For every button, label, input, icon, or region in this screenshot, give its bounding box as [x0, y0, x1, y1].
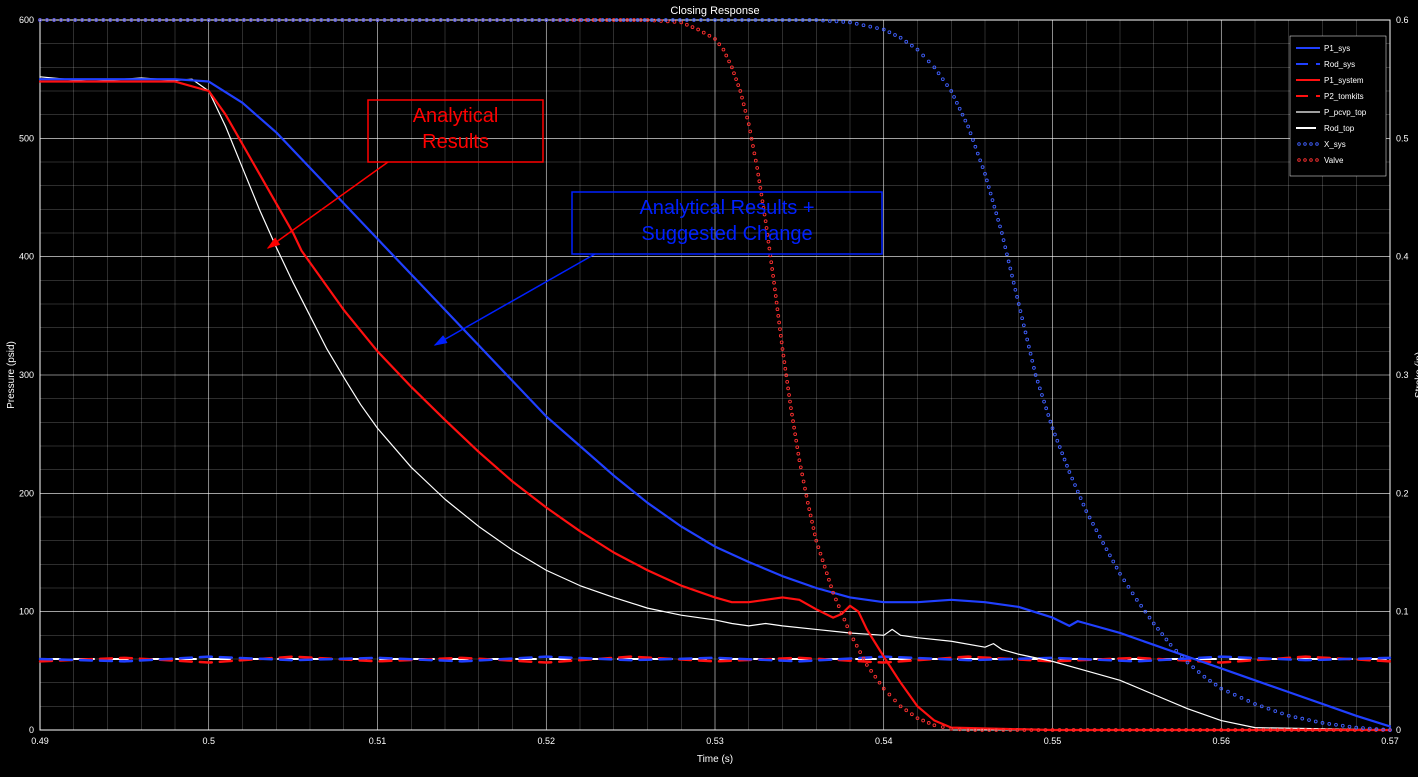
gridlines [40, 20, 1390, 730]
legend-item-label: P_pcvp_top [1324, 108, 1367, 117]
y-left-tick-label: 500 [19, 133, 34, 143]
annotation-text: Analytical Results + [639, 197, 814, 219]
y-right-tick-label: 0 [1396, 725, 1401, 735]
chart-container: Closing Response0.490.50.510.520.530.540… [0, 0, 1418, 777]
legend-item-label: P1_sys [1324, 44, 1350, 53]
x-tick-label: 0.54 [875, 736, 893, 746]
y-right-tick-label: 0.6 [1396, 15, 1409, 25]
legend: P1_sys Rod_sys P1_system P2_tomkits P_pcvp_t… [1290, 36, 1386, 176]
y-left-tick-label: 200 [19, 488, 34, 498]
x-tick-label: 0.49 [31, 736, 49, 746]
y-right-axis-label: Stroke (in) [1414, 352, 1418, 398]
x-axis-label: Time (s) [697, 754, 733, 765]
legend-item-label: X_sys [1324, 140, 1346, 149]
y-right-tick-label: 0.5 [1396, 133, 1409, 143]
legend-item-label: P1_system [1324, 76, 1364, 85]
legend-item-label: P2_tomkits [1324, 92, 1364, 101]
chart-svg: Closing Response0.490.50.510.520.530.540… [0, 0, 1418, 777]
x-tick-label: 0.5 [202, 736, 215, 746]
y-left-tick-label: 600 [19, 15, 34, 25]
x-tick-label: 0.52 [537, 736, 555, 746]
y-right-tick-label: 0.2 [1396, 488, 1409, 498]
y-right-tick-label: 0.1 [1396, 607, 1409, 617]
x-tick-label: 0.51 [369, 736, 387, 746]
legend-item-label: Rod_top [1324, 124, 1355, 133]
y-left-tick-label: 0 [29, 725, 34, 735]
y-left-tick-label: 400 [19, 252, 34, 262]
x-tick-label: 0.53 [706, 736, 724, 746]
chart-title: Closing Response [670, 5, 759, 17]
x-tick-label: 0.55 [1044, 736, 1062, 746]
y-right-tick-label: 0.4 [1396, 252, 1409, 262]
y-left-tick-label: 100 [19, 607, 34, 617]
y-left-axis-label: Pressure (psid) [6, 341, 17, 409]
y-left-tick-label: 300 [19, 370, 34, 380]
legend-item-label: Rod_sys [1324, 60, 1355, 69]
annotation-text: Suggested Change [641, 223, 812, 245]
annotation-text: Analytical [413, 105, 499, 127]
x-tick-label: 0.57 [1381, 736, 1399, 746]
x-tick-label: 0.56 [1212, 736, 1230, 746]
annotation-text: Results [422, 131, 489, 153]
y-right-tick-label: 0.3 [1396, 370, 1409, 380]
legend-item-label: Valve [1324, 156, 1344, 165]
